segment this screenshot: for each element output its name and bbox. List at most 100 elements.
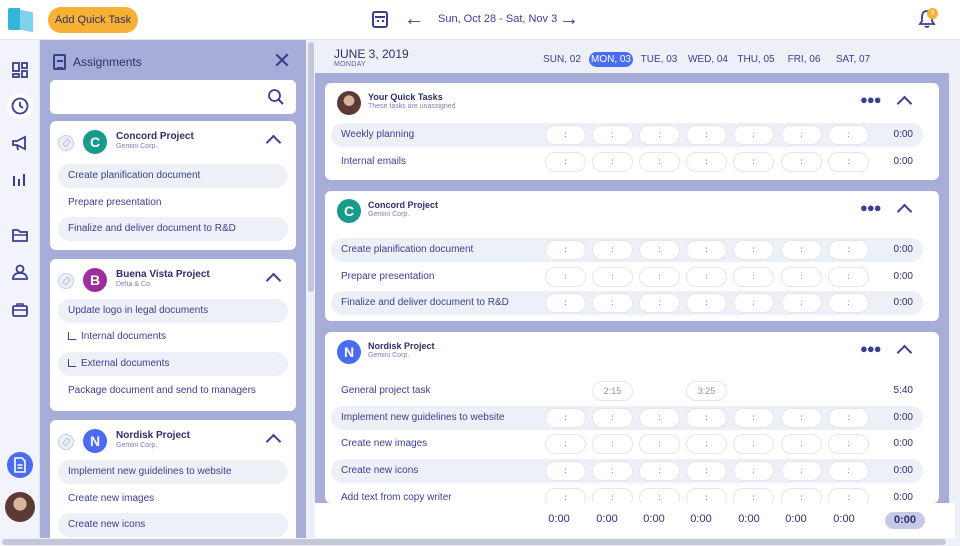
assignment-task[interactable]: Finalize and deliver document to R&D	[58, 217, 288, 241]
folder-icon[interactable]	[10, 225, 30, 245]
arrow-right-icon[interactable]: →	[559, 8, 579, 30]
time-input-thu[interactable]: :	[733, 267, 774, 287]
time-input-thu[interactable]: :	[733, 240, 774, 260]
time-input-sun[interactable]: :	[545, 461, 586, 481]
calendar-icon[interactable]	[372, 11, 388, 28]
day-header[interactable]: SUN, 02	[543, 54, 581, 65]
time-input-thu[interactable]: :	[733, 461, 774, 481]
time-input-sat[interactable]: :	[828, 267, 869, 287]
time-input-sun[interactable]: :	[545, 125, 586, 145]
pin-icon[interactable]	[58, 273, 74, 289]
time-input-mon[interactable]: :	[592, 408, 633, 428]
time-input-wed[interactable]: :	[686, 293, 727, 313]
assignment-task[interactable]: Update logo in legal documents	[58, 299, 288, 323]
time-input-tue[interactable]: :	[639, 152, 680, 172]
add-quick-task-button[interactable]: Add Quick Task	[48, 7, 138, 33]
megaphone-icon[interactable]	[10, 133, 30, 153]
chevron-up-icon[interactable]	[895, 93, 913, 107]
time-input-wed[interactable]: 3:25	[686, 381, 727, 401]
assignment-task[interactable]: Create new images	[68, 493, 155, 504]
assignment-task[interactable]: Implement new guidelines to website	[58, 460, 288, 484]
time-input-fri[interactable]: :	[781, 125, 822, 145]
time-input-fri[interactable]: :	[781, 152, 822, 172]
time-input-tue[interactable]: :	[639, 293, 680, 313]
assignment-subtask[interactable]: External documents	[58, 352, 288, 376]
day-header[interactable]: FRI, 06	[787, 54, 821, 65]
time-input-tue[interactable]: :	[639, 434, 680, 454]
chevron-up-icon[interactable]	[895, 342, 913, 356]
time-input-fri[interactable]: :	[781, 408, 822, 428]
time-input-tue[interactable]: :	[639, 461, 680, 481]
assignment-task[interactable]: Package document and send to managers	[68, 385, 256, 396]
chevron-up-icon[interactable]	[264, 432, 282, 444]
chevron-up-icon[interactable]	[264, 271, 282, 283]
pin-icon[interactable]	[58, 434, 74, 450]
time-input-sun[interactable]: :	[545, 293, 586, 313]
close-icon[interactable]: ✕	[272, 48, 292, 73]
time-input-sat[interactable]: :	[828, 293, 869, 313]
time-input-thu[interactable]: :	[733, 125, 774, 145]
time-input-thu[interactable]: :	[733, 152, 774, 172]
app-logo-icon[interactable]	[8, 8, 34, 33]
more-options-icon[interactable]: ●●●	[860, 341, 882, 356]
time-input-wed[interactable]: :	[686, 267, 727, 287]
time-input-thu[interactable]: :	[733, 488, 774, 503]
time-input-fri[interactable]: :	[781, 461, 822, 481]
pin-icon[interactable]	[58, 135, 74, 151]
day-header[interactable]: SAT, 07	[835, 54, 871, 65]
time-input-fri[interactable]: :	[781, 267, 822, 287]
time-input-wed[interactable]: :	[686, 461, 727, 481]
document-icon[interactable]	[7, 452, 33, 478]
search-icon[interactable]	[267, 88, 285, 106]
time-input-tue[interactable]: :	[639, 408, 680, 428]
time-input-mon[interactable]: :	[592, 125, 633, 145]
more-options-icon[interactable]: ●●●	[860, 92, 882, 107]
time-input-mon[interactable]: :	[592, 240, 633, 260]
user-avatar[interactable]	[5, 492, 35, 522]
time-input-tue[interactable]: :	[639, 267, 680, 287]
search-input[interactable]	[58, 86, 258, 108]
time-input-sun[interactable]: :	[545, 434, 586, 454]
assignments-scrollbar[interactable]	[307, 40, 315, 540]
time-input-sat[interactable]: :	[828, 408, 869, 428]
briefcase-icon[interactable]	[10, 300, 30, 320]
assignment-task[interactable]: Create planification document	[58, 164, 288, 188]
time-input-fri[interactable]: :	[781, 240, 822, 260]
time-input-mon[interactable]: :	[592, 488, 633, 503]
time-input-sat[interactable]: :	[828, 434, 869, 454]
time-input-wed[interactable]: :	[686, 152, 727, 172]
assignment-task[interactable]: Prepare presentation	[68, 197, 162, 208]
time-input-mon[interactable]: :	[592, 267, 633, 287]
time-input-wed[interactable]: :	[686, 240, 727, 260]
horizontal-scrollbar[interactable]	[0, 538, 948, 546]
time-input-sat[interactable]: :	[828, 152, 869, 172]
dashboard-icon[interactable]	[10, 60, 30, 80]
time-input-wed[interactable]: :	[686, 125, 727, 145]
time-input-tue[interactable]: :	[639, 488, 680, 503]
time-input-wed[interactable]: :	[686, 408, 727, 428]
time-input-thu[interactable]: :	[733, 434, 774, 454]
bar-chart-icon[interactable]	[10, 170, 30, 190]
time-input-sat[interactable]: :	[828, 461, 869, 481]
scrollbar-thumb[interactable]	[308, 42, 314, 292]
time-input-thu[interactable]: :	[733, 408, 774, 428]
time-input-mon[interactable]: :	[592, 434, 633, 454]
time-input-sat[interactable]: :	[828, 240, 869, 260]
time-input-fri[interactable]: :	[781, 293, 822, 313]
clock-icon[interactable]	[10, 96, 30, 116]
time-input-mon[interactable]: :	[592, 293, 633, 313]
day-header[interactable]: THU, 05	[737, 54, 775, 65]
time-input-sun[interactable]: :	[545, 488, 586, 503]
time-input-mon[interactable]: 2:15	[592, 381, 633, 401]
scrollbar-thumb[interactable]	[2, 539, 946, 545]
assignment-subtask[interactable]: Internal documents	[58, 325, 288, 349]
time-input-fri[interactable]: :	[781, 434, 822, 454]
time-input-mon[interactable]: :	[592, 152, 633, 172]
more-options-icon[interactable]: ●●●	[860, 200, 882, 215]
time-input-tue[interactable]: :	[639, 125, 680, 145]
user-icon[interactable]	[10, 262, 30, 282]
chevron-up-icon[interactable]	[264, 133, 282, 145]
assignment-task[interactable]: Create new icons	[58, 513, 288, 537]
time-input-sun[interactable]: :	[545, 408, 586, 428]
time-input-wed[interactable]: :	[686, 488, 727, 503]
